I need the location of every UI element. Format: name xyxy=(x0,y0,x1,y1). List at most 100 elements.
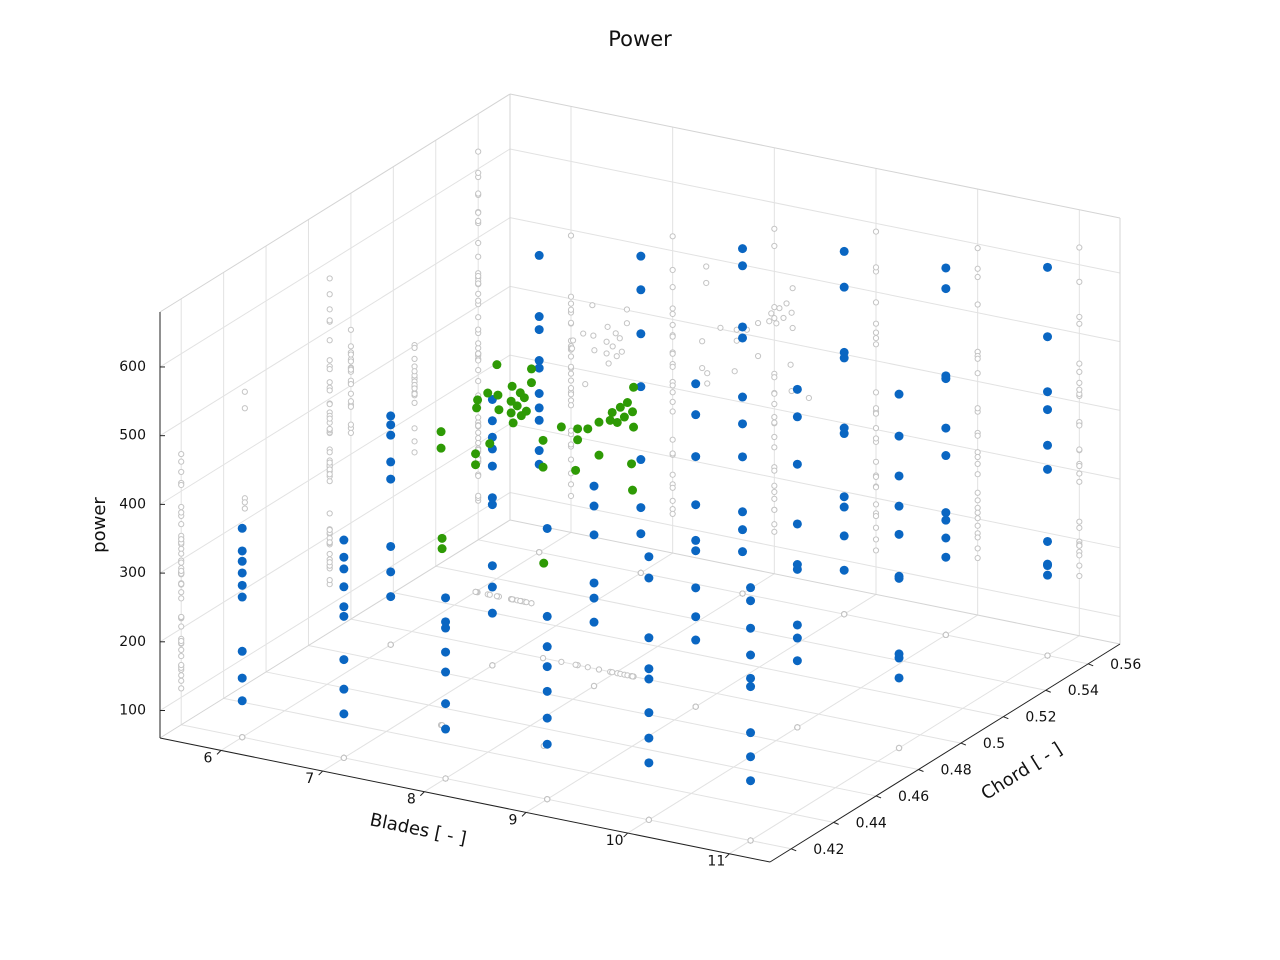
floor-projection xyxy=(584,664,591,671)
wall-projection xyxy=(974,554,981,562)
point xyxy=(839,246,849,256)
wall-projection xyxy=(1076,478,1083,485)
point xyxy=(589,617,599,627)
wall-projection xyxy=(567,353,575,360)
wall-projection xyxy=(326,387,333,394)
point xyxy=(941,423,951,433)
wall-projection xyxy=(771,444,778,451)
point xyxy=(839,353,849,363)
floor-projection xyxy=(340,754,347,761)
pane-edge xyxy=(509,519,1121,645)
point xyxy=(644,733,654,743)
grid-line xyxy=(509,354,1121,480)
point xyxy=(339,655,349,665)
wall-projection xyxy=(411,385,418,392)
floor-projection xyxy=(1044,652,1051,659)
wall-projection xyxy=(613,353,620,360)
point xyxy=(644,758,654,768)
wall-projection xyxy=(567,363,575,370)
wall-projection xyxy=(178,613,185,621)
wall-projection xyxy=(771,374,778,381)
grid-line xyxy=(322,552,673,772)
wall-projection xyxy=(475,209,482,216)
point xyxy=(839,282,849,292)
point xyxy=(691,500,701,510)
floor-projection xyxy=(509,596,516,603)
wall-projection xyxy=(766,318,773,325)
point xyxy=(339,611,349,621)
wall-projection xyxy=(1076,313,1083,321)
wall-projection xyxy=(669,389,676,396)
point xyxy=(534,312,544,322)
wall-projection xyxy=(241,388,248,395)
point xyxy=(515,388,525,398)
point xyxy=(386,420,396,430)
point xyxy=(487,493,497,503)
wall-projection xyxy=(974,370,981,377)
wall-projection xyxy=(771,495,778,502)
floor-projection xyxy=(747,837,754,844)
point xyxy=(507,381,517,391)
point xyxy=(612,417,622,427)
wall-projection xyxy=(475,472,482,480)
wall-projection xyxy=(347,403,355,410)
point xyxy=(738,547,748,557)
wall-projection xyxy=(326,510,333,517)
wall-projection xyxy=(789,285,796,292)
point xyxy=(542,523,552,533)
wall-projection xyxy=(974,301,981,308)
wall-projection xyxy=(178,685,185,692)
point xyxy=(589,578,599,588)
wall-projection xyxy=(872,458,880,465)
wall-projection xyxy=(669,350,676,357)
wall-projection xyxy=(872,484,880,491)
wall-projection xyxy=(783,300,790,307)
wall-projection xyxy=(347,429,355,436)
wall-projection xyxy=(787,361,794,368)
floor-projection xyxy=(239,734,246,741)
wall-projection xyxy=(771,482,778,489)
point xyxy=(644,633,654,643)
point xyxy=(941,451,951,461)
point xyxy=(839,531,849,541)
point xyxy=(792,656,802,666)
wall-projection xyxy=(178,595,185,602)
wall-projection xyxy=(241,499,248,506)
point xyxy=(839,502,849,512)
wall-projection xyxy=(567,319,575,326)
floor-projection xyxy=(539,655,547,662)
wall-projection xyxy=(411,438,418,445)
point xyxy=(583,424,593,434)
wall-projection xyxy=(567,306,575,313)
point xyxy=(605,415,615,425)
point xyxy=(636,529,646,539)
point xyxy=(738,322,748,332)
point xyxy=(472,403,482,413)
wall-projection xyxy=(872,410,880,417)
grid-line xyxy=(393,592,1004,718)
point xyxy=(792,412,802,422)
wall-projection xyxy=(347,390,355,397)
point xyxy=(628,407,638,417)
point xyxy=(644,573,654,583)
point xyxy=(746,623,756,633)
point xyxy=(526,378,536,388)
point xyxy=(1043,262,1053,272)
wall-projection xyxy=(669,398,676,406)
wall-projection xyxy=(178,550,185,557)
x-tick xyxy=(521,812,527,817)
x-tick xyxy=(724,853,730,859)
point xyxy=(485,439,495,449)
z-tick-label: 100 xyxy=(119,703,146,719)
wall-projection xyxy=(326,471,333,478)
wall-projection xyxy=(771,488,778,496)
point xyxy=(441,667,451,677)
point xyxy=(534,363,544,373)
point xyxy=(792,459,802,469)
wall-projection xyxy=(326,357,333,364)
wall-projection xyxy=(178,458,185,465)
wall-projection xyxy=(567,300,575,307)
y-tick xyxy=(833,821,839,825)
wall-projection xyxy=(178,468,185,476)
wall-projection xyxy=(178,623,185,630)
